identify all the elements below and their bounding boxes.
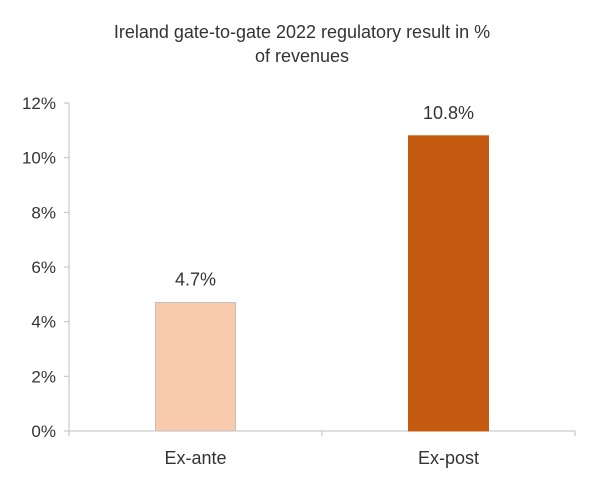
chart-title-line-1: Ireland gate-to-gate 2022 regulatory res… bbox=[113, 22, 491, 42]
chart-title-line-2: of revenues bbox=[254, 46, 350, 66]
y-tick-label: 6% bbox=[31, 258, 56, 277]
x-tick-label: Ex-post bbox=[418, 448, 479, 468]
y-tick-label: 8% bbox=[31, 203, 56, 222]
bar-ex-post bbox=[408, 135, 489, 432]
data-label: 4.7% bbox=[175, 270, 216, 290]
data-label: 10.8% bbox=[423, 103, 474, 123]
y-tick-label: 0% bbox=[31, 422, 56, 441]
y-tick-label: 12% bbox=[22, 94, 56, 113]
bar-ex-ante bbox=[155, 302, 236, 432]
chart-title: Ireland gate-to-gate 2022 regulatory res… bbox=[0, 20, 604, 68]
x-tick-label: Ex-ante bbox=[164, 448, 226, 468]
y-tick-label: 4% bbox=[31, 313, 56, 332]
y-tick-label: 10% bbox=[22, 149, 56, 168]
y-tick-label: 2% bbox=[31, 367, 56, 386]
